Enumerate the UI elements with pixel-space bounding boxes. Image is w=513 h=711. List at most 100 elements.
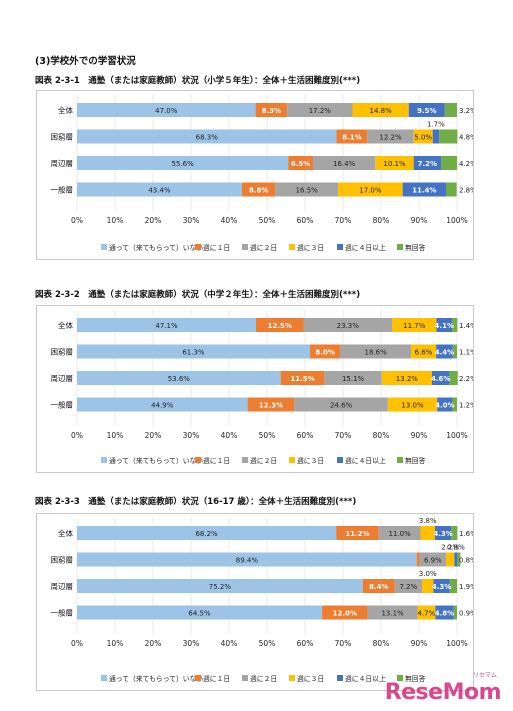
- data-label: 16.5%: [296, 187, 319, 195]
- legend-swatch: [397, 244, 403, 250]
- legend-swatch: [195, 675, 201, 681]
- category-label: 周辺層: [51, 159, 74, 168]
- x-tick-label: 60%: [297, 639, 314, 648]
- data-label: 0.9%: [459, 610, 473, 618]
- bar-segment: [77, 182, 242, 197]
- bar-segment: [77, 552, 417, 567]
- bar-segment: [378, 526, 421, 540]
- data-label: 3.8%: [419, 517, 437, 525]
- chart-2: 0% 10% 20% 30% 40% 50% 60% 70% 80% 90% 100% 全体 47.1%…: [51, 310, 477, 465]
- x-tick-label: 30%: [183, 216, 200, 225]
- bar-segment: [432, 129, 440, 144]
- x-tick-label: 60%: [297, 431, 314, 440]
- x-tick-label: 80%: [373, 216, 390, 225]
- legend-label: 週に１日: [203, 674, 230, 683]
- bar-segment: [419, 552, 446, 567]
- bar-segment: [387, 397, 438, 412]
- data-label: 4.3%: [432, 583, 451, 591]
- bar-segment: [77, 344, 310, 359]
- data-label: 13.1%: [381, 610, 404, 618]
- data-label: 7.2%: [399, 583, 417, 591]
- data-label: 4.2%: [459, 160, 473, 168]
- bar-segment: [433, 579, 450, 593]
- bar-segment: [457, 552, 461, 567]
- legend-label: 週に１日: [203, 243, 230, 252]
- bar-segment: [449, 371, 458, 385]
- legend-swatch: [289, 244, 295, 250]
- bar-segment: [77, 129, 337, 144]
- x-tick-label: 40%: [221, 431, 238, 440]
- bar-segment: [77, 156, 289, 170]
- data-label: 55.6%: [172, 160, 195, 168]
- x-tick-label: 10%: [107, 216, 124, 225]
- bar-segment: [338, 182, 403, 197]
- bar-segment: [441, 156, 457, 170]
- data-label: 17.0%: [359, 187, 382, 195]
- legend-swatch: [195, 457, 201, 463]
- legend-label: 通って（来てもらって）いない: [109, 456, 203, 465]
- legend-label: 無回答: [405, 243, 426, 252]
- bar-segment: [434, 526, 452, 540]
- category-label: 全体: [58, 105, 73, 115]
- data-label: 8.4%: [369, 583, 388, 591]
- x-tick-label: 50%: [259, 639, 276, 648]
- category-label: 全体: [58, 320, 73, 330]
- legend-swatch: [101, 244, 107, 250]
- data-label: 11.0%: [388, 530, 411, 538]
- bar-segment: [312, 156, 376, 170]
- data-label: 11.7%: [403, 322, 426, 330]
- bar-segment: [303, 318, 393, 332]
- bar-segment: [294, 397, 388, 412]
- x-tick-label: 70%: [335, 216, 352, 225]
- data-label: 1.6%: [459, 530, 473, 538]
- data-label: 8.8%: [249, 187, 268, 195]
- data-label: 9.5%: [417, 107, 436, 115]
- bar-segment: [394, 579, 423, 593]
- bar-segment: [288, 156, 313, 170]
- x-tick-label: 30%: [183, 431, 200, 440]
- data-label: 4.1%: [435, 322, 454, 330]
- data-label: 12.0%: [333, 610, 357, 618]
- legend-label: 週に３日: [297, 456, 324, 465]
- x-tick-label: 60%: [297, 216, 314, 225]
- data-label: 18.6%: [365, 349, 388, 357]
- category-label: 周辺層: [51, 374, 74, 383]
- legend-swatch: [337, 457, 343, 463]
- category-label: 一般層: [51, 185, 74, 195]
- bar-segment: [436, 344, 453, 359]
- chart-1-title: 図表 2-3-1 通塾（または家庭教師）状況（小学５年生）：全体＋生活困難度別(…: [35, 76, 361, 86]
- legend-label: 通って（来てもらって）いない: [109, 674, 203, 683]
- legend-label: 週に１日: [203, 456, 230, 465]
- bar-segment: [255, 318, 304, 332]
- x-tick-label: 90%: [411, 639, 428, 648]
- x-tick-label: 90%: [411, 216, 428, 225]
- chart-3-title: 図表 2-3-3 通塾（または家庭教師）状況（16-17 歳）：全体＋生活困難度…: [35, 497, 357, 507]
- data-label: 13.2%: [396, 375, 419, 383]
- bar-segment: [287, 103, 353, 117]
- data-label: 15.1%: [342, 375, 365, 383]
- x-tick-label: 40%: [221, 216, 238, 225]
- bar-segment: [416, 552, 420, 567]
- data-label: 12.5%: [268, 322, 292, 330]
- bar-segment: [77, 605, 323, 620]
- legend-label: 週に４日以上: [345, 243, 386, 252]
- data-label: 4.3%: [433, 530, 452, 538]
- data-label: 2.2%: [459, 375, 473, 383]
- legend-swatch: [337, 244, 343, 250]
- data-label: 1.2%: [459, 402, 473, 410]
- bar-segment: [275, 182, 339, 197]
- x-tick-label: 20%: [145, 216, 162, 225]
- chart-2-panel: 0% 10% 20% 30% 40% 50% 60% 70% 80% 90% 100% 全体 47.1%…: [36, 305, 477, 473]
- x-tick-label: 0%: [71, 431, 83, 440]
- legend-swatch: [397, 675, 403, 681]
- category-label: 一般層: [51, 608, 74, 618]
- data-label: 17.2%: [309, 107, 332, 115]
- data-label: 1.1%: [459, 349, 473, 357]
- data-label: 4.0%: [435, 402, 454, 410]
- data-label: 47.1%: [155, 322, 178, 330]
- bar-segment: [420, 526, 435, 540]
- bar-segment: [436, 318, 453, 332]
- data-label: 75.2%: [209, 583, 232, 591]
- data-label: 10.1%: [383, 160, 406, 168]
- data-label: 8.0%: [315, 349, 334, 357]
